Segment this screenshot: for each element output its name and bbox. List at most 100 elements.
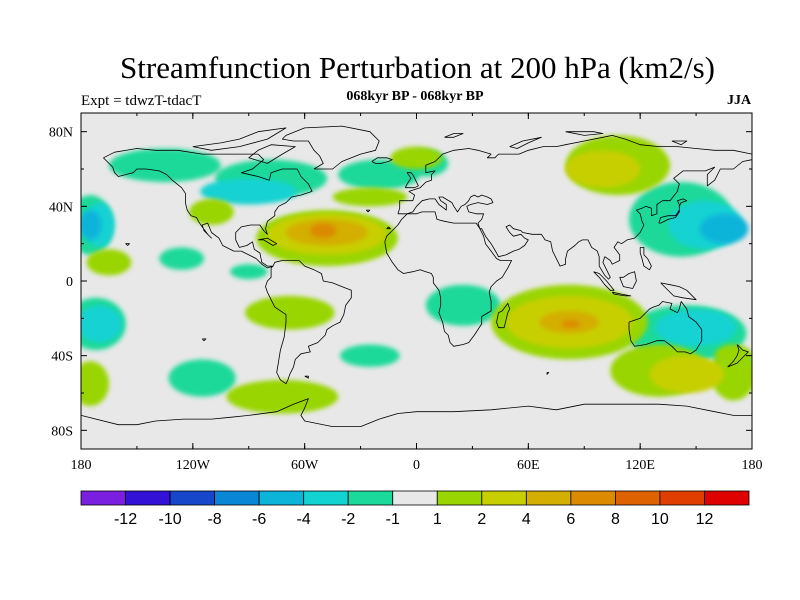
y-tick-label: 80S	[51, 424, 73, 439]
contour-blob	[108, 148, 221, 183]
colorbar-swatch	[659, 490, 705, 506]
colorbar-swatch	[347, 490, 394, 506]
y-tick-label: 40N	[49, 200, 73, 215]
time-range-label: 068kyr BP - 068kyr BP	[346, 89, 484, 104]
colorbar-swatch	[258, 490, 305, 506]
coastline	[265, 260, 352, 385]
colorbar-label: -8	[207, 511, 221, 528]
coastline	[639, 247, 652, 271]
experiment-label: Expt = tdwzT-tdacT	[81, 93, 202, 109]
coastline	[304, 375, 309, 379]
x-tick-label: 60W	[291, 458, 319, 473]
contour-blob	[230, 264, 268, 280]
contour-blob	[189, 198, 234, 225]
season-label: JJA	[727, 93, 752, 108]
coastline	[201, 338, 207, 342]
coastline	[444, 133, 464, 138]
contour-blob	[200, 178, 298, 205]
contour-blob	[332, 187, 408, 207]
coastline	[593, 271, 615, 291]
contour-blob	[81, 361, 109, 407]
colorbar-label: -10	[159, 511, 182, 528]
field-contours	[81, 135, 752, 414]
x-tick-label: 120W	[176, 458, 211, 473]
colorbar: -12 -10 -8 -6 -4 -2 -1 1 2 4 6 8 10 12	[80, 490, 750, 528]
colorbar-label: 2	[477, 511, 486, 528]
colorbar-swatch	[125, 490, 171, 506]
coastline	[565, 131, 604, 136]
coastline	[371, 157, 393, 164]
coastline	[397, 135, 752, 280]
colorbar-swatch	[570, 490, 616, 506]
coastline	[386, 226, 391, 230]
coastline	[658, 198, 688, 224]
contour-blob	[159, 247, 205, 270]
chart-title: Streamfunction Perturbation at 200 hPa (…	[120, 50, 715, 85]
colorbar-label: -12	[114, 511, 137, 528]
coastline	[365, 209, 371, 213]
coastlines	[81, 125, 752, 427]
colorbar-label: 12	[696, 511, 714, 528]
coastline	[103, 148, 313, 269]
contour-blob	[340, 344, 400, 367]
colorbar-swatch	[80, 490, 126, 506]
colorbar-swatch	[615, 490, 661, 506]
coastline	[192, 127, 287, 151]
colorbar-label: 10	[651, 511, 669, 528]
axis-ticks: 180 120W 60W 0 60E 120E 180 80N 40N 0 40S 80S	[49, 113, 763, 473]
coastline	[125, 243, 130, 246]
coastline	[546, 372, 550, 375]
contour-blob	[561, 320, 581, 328]
colorbar-label: 6	[566, 511, 575, 528]
coastline	[628, 301, 703, 355]
colorbar-label: -6	[252, 511, 266, 528]
colorbar-label: 8	[611, 511, 620, 528]
contour-blob	[390, 146, 443, 169]
contour-blob	[310, 223, 337, 239]
coastline	[281, 125, 380, 170]
y-tick-label: 0	[66, 275, 73, 290]
contour-blob	[81, 210, 102, 240]
coastline	[509, 136, 542, 149]
coastline	[496, 303, 511, 329]
coastline	[611, 291, 632, 297]
colorbar-swatch	[392, 490, 438, 506]
coastline	[258, 237, 278, 246]
x-tick-label: 180	[742, 458, 763, 473]
coastline	[671, 140, 688, 146]
contour-blob	[565, 150, 641, 188]
colorbar-label: 1	[433, 511, 442, 528]
contour-level-6	[310, 223, 581, 328]
colorbar-swatch	[169, 490, 215, 506]
colorbar-swatch	[704, 490, 750, 506]
coastline	[619, 271, 637, 289]
contour-blob	[86, 249, 132, 276]
contour-level--4	[81, 210, 749, 244]
contour-blob	[226, 379, 339, 414]
contour-blob	[425, 284, 501, 326]
contour-blob	[655, 309, 738, 347]
y-tick-label: 40S	[51, 350, 73, 365]
y-tick-label: 80N	[49, 126, 73, 141]
colorbar-swatch	[525, 490, 572, 506]
x-tick-label: 180	[71, 458, 92, 473]
colorbar-label: -2	[341, 511, 355, 528]
contour-blob	[168, 359, 236, 397]
coastline	[384, 211, 512, 347]
colorbar-label: 4	[522, 511, 531, 528]
colorbar-swatch	[481, 490, 527, 506]
x-tick-label: 0	[413, 458, 420, 473]
x-tick-label: 60E	[517, 458, 540, 473]
colorbar-label: -1	[386, 511, 400, 528]
colorbar-swatch	[303, 490, 349, 506]
coastline	[404, 172, 419, 189]
coastline	[727, 344, 749, 368]
contour-blob	[81, 305, 122, 343]
coastline	[81, 398, 752, 427]
coastline	[248, 144, 296, 164]
contour-blob	[245, 295, 335, 330]
colorbar-label: -4	[297, 511, 311, 528]
contour-blob	[699, 213, 749, 244]
colorbar-swatch	[214, 490, 260, 506]
